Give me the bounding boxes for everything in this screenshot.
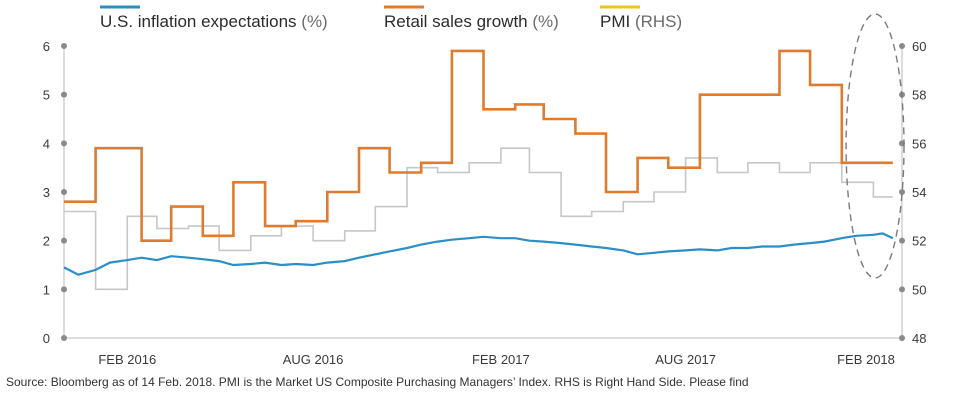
legend-unit-1: (%) (532, 12, 558, 31)
right-tick-label: 58 (912, 88, 926, 103)
left-tick-dot (61, 91, 67, 98)
highlight-ellipse (845, 13, 905, 279)
x-tick-label: FEB 2018 (837, 352, 895, 367)
series-layer (63, 49, 894, 291)
legend-unit-0: (%) (301, 12, 327, 31)
left-tick-label: 4 (43, 136, 50, 151)
x-tick-label: AUG 2016 (283, 352, 344, 367)
left-tick-label: 6 (43, 39, 50, 54)
highlight-layer (845, 13, 905, 279)
source-note: Source: Bloomberg as of 14 Feb. 2018. PM… (6, 375, 749, 389)
right-tick-label: 52 (912, 234, 926, 249)
left-tick-dot (61, 189, 67, 195)
legend: U.S. inflation expectations (%) Retail sa… (100, 5, 682, 31)
right-tick-label: 50 (912, 282, 926, 297)
x-tick-label: FEB 2017 (472, 352, 530, 367)
right-tick-dot (899, 189, 905, 195)
right-tick-label: 48 (912, 331, 926, 346)
left-tick-label: 1 (43, 282, 50, 297)
right-tick-label: 54 (912, 185, 926, 200)
right-tick-label: 56 (912, 136, 926, 151)
right-tick-dot (899, 335, 905, 341)
left-tick-dot (61, 237, 67, 244)
series-line-0 (64, 147, 893, 291)
right-tick-dot (899, 286, 905, 293)
legend-unit-2: (RHS) (635, 12, 682, 31)
left-tick-label: 5 (43, 88, 50, 103)
legend-label-0: U.S. inflation expectations (%) (100, 12, 328, 31)
x-tick-label: FEB 2016 (98, 352, 156, 367)
left-tick-label: 3 (43, 185, 50, 200)
series-line-2 (63, 232, 894, 276)
right-tick-label: 60 (912, 39, 926, 54)
right-tick-dot (899, 43, 905, 49)
left-tick-label: 2 (43, 234, 50, 249)
left-tick-label: 0 (43, 331, 50, 346)
series-line-1 (64, 49, 893, 242)
x-tick-label: AUG 2017 (655, 352, 716, 367)
left-tick-dot (61, 286, 67, 293)
left-tick-dot (61, 140, 67, 147)
legend-label-2: PMI (RHS) (600, 12, 682, 31)
left-tick-dot (61, 43, 67, 49)
legend-label-1: Retail sales growth (%) (384, 12, 559, 31)
right-tick-dot (899, 237, 905, 244)
left-tick-dot (61, 335, 67, 341)
